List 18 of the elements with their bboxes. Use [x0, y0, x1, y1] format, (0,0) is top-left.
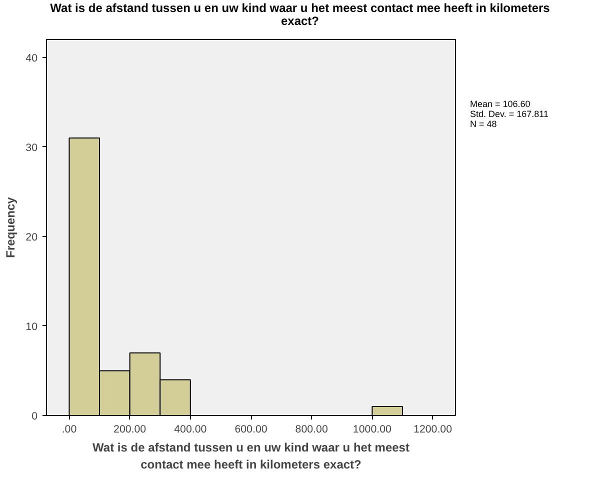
y-axis-title: Frequency	[4, 196, 18, 258]
chart-title: Wat is de afstand tussen u en uw kind waar u het meest contact mee heeft in kilometers exact?	[49, 1, 551, 28]
x-tick-label: 1200.00	[414, 424, 452, 436]
x-tick-label: 1000.00	[352, 424, 392, 436]
x-axis-title: Wat is de afstand tussen u en uw kind waar u het meest contact mee heeft in kilometers exact?	[92, 440, 410, 472]
text: Mean = 106.60	[470, 99, 530, 109]
y-tick-label: 0	[32, 410, 38, 422]
y-tick-label: 30	[26, 142, 38, 154]
text: N = 48	[470, 119, 497, 129]
x-tick-label: .00	[62, 424, 77, 436]
x-tick-label: 400.00	[174, 424, 207, 436]
text: Std. Dev. = 167.811	[470, 109, 548, 119]
y-tick-label: 10	[26, 320, 38, 333]
x-tick-label: 600.00	[234, 424, 268, 436]
y-tick-label: 40	[26, 52, 38, 64]
y-tick-label: 20	[26, 231, 38, 244]
x-tick-label: 800.00	[295, 424, 328, 436]
x-tick-label: 200.00	[114, 424, 146, 436]
